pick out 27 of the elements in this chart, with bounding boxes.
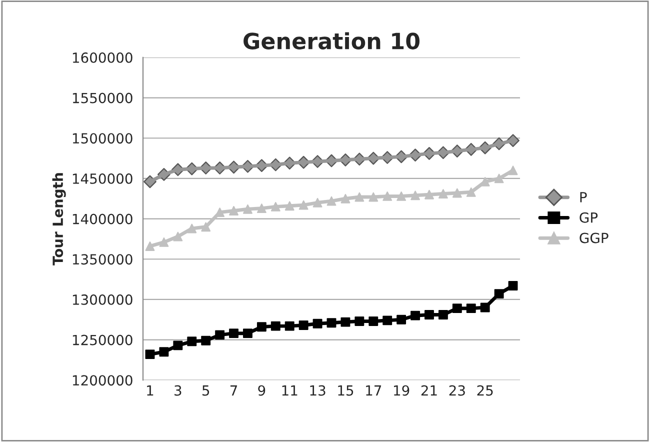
- y-axis-title: Tour Length: [52, 173, 66, 266]
- y-tick-label: 1250000: [72, 334, 132, 346]
- x-tick-label: 5: [202, 385, 210, 396]
- legend-label: GP: [580, 212, 598, 223]
- chart-title: Generation 10: [244, 32, 420, 50]
- y-tick-label: 1350000: [72, 254, 132, 265]
- legend-label: P: [580, 192, 587, 202]
- x-tick-label: 13: [310, 385, 326, 396]
- y-tick-label: 1300000: [72, 294, 132, 305]
- x-tick-label: 23: [449, 385, 465, 396]
- x-tick-label: 3: [174, 385, 182, 396]
- x-tick-label: 17: [366, 385, 382, 396]
- x-tick-label: 25: [477, 385, 493, 396]
- y-tick-label: 1400000: [72, 214, 132, 224]
- y-tick-label: 1550000: [72, 92, 132, 104]
- x-tick-label: 15: [338, 385, 354, 396]
- y-tick-label: 1500000: [72, 133, 132, 144]
- y-tick-label: 1200000: [72, 375, 132, 386]
- x-tick-label: 1: [147, 385, 154, 396]
- x-tick-label: 11: [282, 385, 298, 396]
- x-tick-label: 21: [421, 385, 437, 396]
- y-tick-label: 1450000: [72, 173, 132, 184]
- x-tick-label: 19: [394, 385, 410, 396]
- x-tick-label: 7: [230, 385, 237, 396]
- y-tick-label: 1600000: [72, 52, 132, 63]
- legend-label: GGP: [580, 232, 608, 244]
- x-tick-label: 9: [258, 385, 266, 396]
